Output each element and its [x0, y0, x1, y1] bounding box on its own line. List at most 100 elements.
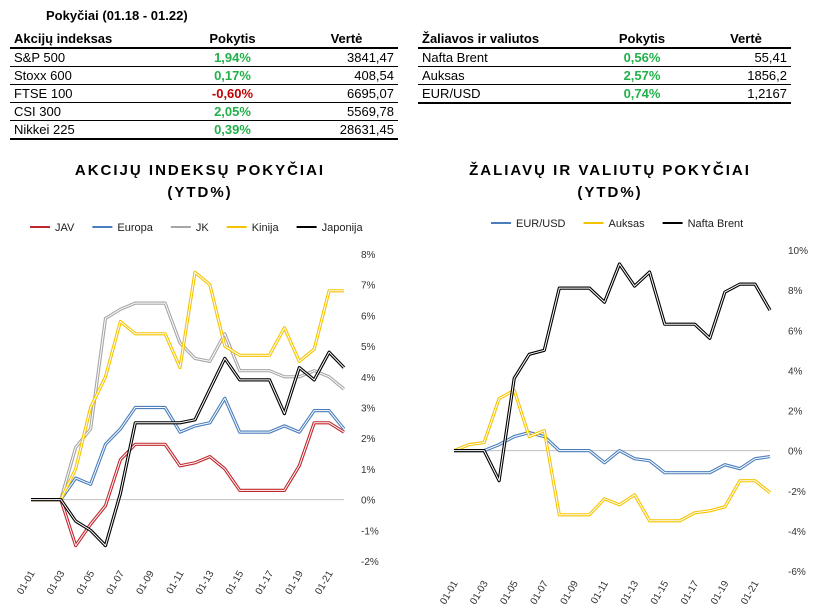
chart2-title: ŽALIAVŲ IR VALIUTŲ POKYČIAI — [469, 162, 751, 179]
indices-name-cell: Nikkei 225 — [10, 120, 170, 140]
chart1-y-tick-label: 2% — [361, 434, 376, 445]
chart1-legend-label: Europa — [117, 222, 153, 234]
chart1-y-tick-label: 5% — [361, 342, 376, 353]
chart1-legend-label: Kinija — [252, 222, 280, 234]
chart2-x-tick-label: 01-11 — [589, 579, 611, 606]
chart1-x-tick-label: 01-03 — [45, 569, 68, 597]
chart2-y-tick-label: 4% — [788, 366, 803, 377]
chart1-series — [31, 350, 346, 548]
chart1-legend-label: Japonija — [322, 222, 364, 234]
commodities-table: Žaliavos ir valiutos Pokytis Vertė Nafta… — [418, 29, 791, 104]
chart1-series-line — [31, 350, 346, 548]
chart1-series — [31, 270, 344, 502]
indices-change-cell: 2,05% — [170, 102, 295, 121]
chart1-subtitle: (YTD%) — [167, 184, 233, 201]
indices-value-cell: 28631,45 — [295, 120, 398, 140]
chart1-x-tick-label: 01-17 — [254, 569, 277, 597]
chart1-legend-label: JK — [196, 222, 210, 234]
chart1-x-tick-label: 01-15 — [224, 569, 247, 597]
chart1-title: AKCIJŲ INDEKSŲ POKYČIAI — [74, 162, 326, 179]
indices-col-name: Akcijų indeksas — [10, 29, 170, 49]
chart2-x-tick-label: 01-17 — [679, 579, 702, 607]
chart2-x-tick-label: 01-19 — [709, 579, 732, 607]
chart1-x-tick-label: 01-19 — [284, 569, 307, 597]
chart2-legend-label: Nafta Brent — [688, 218, 744, 230]
commodities-chart: EUR/USD Auksas Nafta Brent -6% -4% -2% 0% 2% 4% 6… — [438, 218, 808, 607]
chart2-y-tick-label: -2% — [788, 487, 806, 498]
indices-value-cell: 6695,07 — [295, 84, 398, 103]
chart1-legend-item: Europa — [92, 222, 154, 234]
chart1-legend-item: Kinija — [226, 222, 280, 234]
chart1-x-tick-label: 01-01 — [15, 569, 38, 597]
commodities-col-change: Pokytis — [583, 29, 701, 49]
chart1-x-tick-label: 01-07 — [105, 569, 128, 597]
chart2-y-tick-label: 10% — [788, 246, 808, 257]
chart1-y-tick-label: 7% — [361, 281, 376, 292]
chart1-y-tick-label: 4% — [361, 373, 376, 384]
chart2-legend-item: Auksas — [583, 218, 645, 230]
chart2-y-tick-label: 0% — [788, 447, 803, 458]
chart2-legend-label: EUR/USD — [516, 218, 566, 230]
chart1-series-line-core — [31, 351, 345, 547]
chart2-x-tick-label: 01-07 — [529, 579, 552, 607]
indices-value-cell: 408,54 — [295, 66, 398, 85]
chart2-y-tick-label: 6% — [788, 326, 803, 337]
indices-row: S&P 500 1,94% 3841,47 — [10, 48, 398, 67]
indices-name-cell: S&P 500 — [10, 48, 170, 67]
commodities-row: Nafta Brent 0,56% 55,41 — [418, 48, 791, 67]
chart2-legend-item: EUR/USD — [491, 218, 566, 230]
chart2-series — [454, 262, 772, 483]
commodities-row: EUR/USD 0,74% 1,2167 — [418, 84, 791, 104]
report-title: Pokyčiai (01.18 - 01.22) — [46, 8, 188, 23]
chart2-x-tick-label: 01-01 — [438, 579, 461, 607]
chart1-x-tick-label: 01-09 — [135, 569, 158, 597]
chart1-y-tick-label: 0% — [361, 496, 376, 507]
indices-name-cell: Stoxx 600 — [10, 66, 170, 85]
chart1-legend-item: JK — [170, 222, 210, 234]
chart1-x-tick-label: 01-21 — [313, 569, 336, 597]
commodities-value-cell: 1856,2 — [701, 66, 791, 85]
indices-col-change: Pokytis — [170, 29, 295, 49]
chart1-y-tick-label: 6% — [361, 311, 376, 322]
commodities-col-name: Žaliavos ir valiutos — [418, 29, 583, 49]
indices-row: Nikkei 225 0,39% 28631,45 — [10, 120, 398, 140]
chart2-x-tick-label: 01-05 — [498, 579, 521, 607]
chart2-x-tick-label: 01-13 — [619, 579, 642, 607]
indices-value-cell: 3841,47 — [295, 48, 398, 67]
commodities-value-cell: 1,2167 — [701, 84, 791, 104]
chart1-series-line — [31, 421, 345, 548]
chart2-y-tick-label: 2% — [788, 407, 803, 418]
commodities-value-cell: 55,41 — [701, 48, 791, 67]
chart1-legend-label: JAV — [55, 222, 75, 234]
chart1-series — [31, 421, 345, 548]
indices-value-cell: 5569,78 — [295, 102, 398, 121]
indices-change-cell: 1,94% — [170, 48, 295, 67]
commodities-name-cell: EUR/USD — [418, 84, 583, 104]
indices-row: FTSE 100 -0,60% 6695,07 — [10, 84, 398, 103]
chart2-y-tick-label: 8% — [788, 286, 803, 297]
chart2-series-line-core — [453, 389, 771, 522]
chart2-series — [453, 388, 772, 523]
indices-col-value: Vertė — [295, 29, 398, 49]
indices-change-cell: 0,17% — [170, 66, 295, 85]
chart2-x-tick-label: 01-21 — [739, 579, 762, 607]
chart2-series-line-core — [454, 432, 771, 474]
chart1-legend-item: Japonija — [296, 222, 364, 234]
chart2-x-tick-label: 01-15 — [649, 579, 672, 607]
chart1-legend-item: JAV — [30, 222, 75, 234]
commodities-table-header: Žaliavos ir valiutos Pokytis Vertė — [418, 29, 791, 49]
indices-table: Akcijų indeksas Pokytis Vertė S&P 500 1,9… — [10, 29, 398, 140]
chart1-series-line — [31, 396, 346, 502]
indices-row: CSI 300 2,05% 5569,78 — [10, 102, 398, 121]
chart1-series-line-core — [31, 422, 345, 547]
chart1-x-tick-label: 01-13 — [194, 569, 217, 597]
indices-change-cell: -0,60% — [170, 84, 295, 103]
chart1-y-tick-label: 8% — [361, 250, 376, 261]
chart2-series-line — [454, 262, 772, 483]
commodities-col-value: Vertė — [701, 29, 791, 49]
chart1-title-block: AKCIJŲ INDEKSŲ POKYČIAI (YTD%) — [20, 160, 380, 204]
chart1-y-tick-label: 1% — [361, 465, 376, 476]
chart2-title-block: ŽALIAVŲ IR VALIUTŲ POKYČIAI (YTD%) — [430, 160, 790, 204]
indices-change-cell: 0,39% — [170, 120, 295, 140]
chart1-y-tick-label: -1% — [361, 526, 379, 537]
